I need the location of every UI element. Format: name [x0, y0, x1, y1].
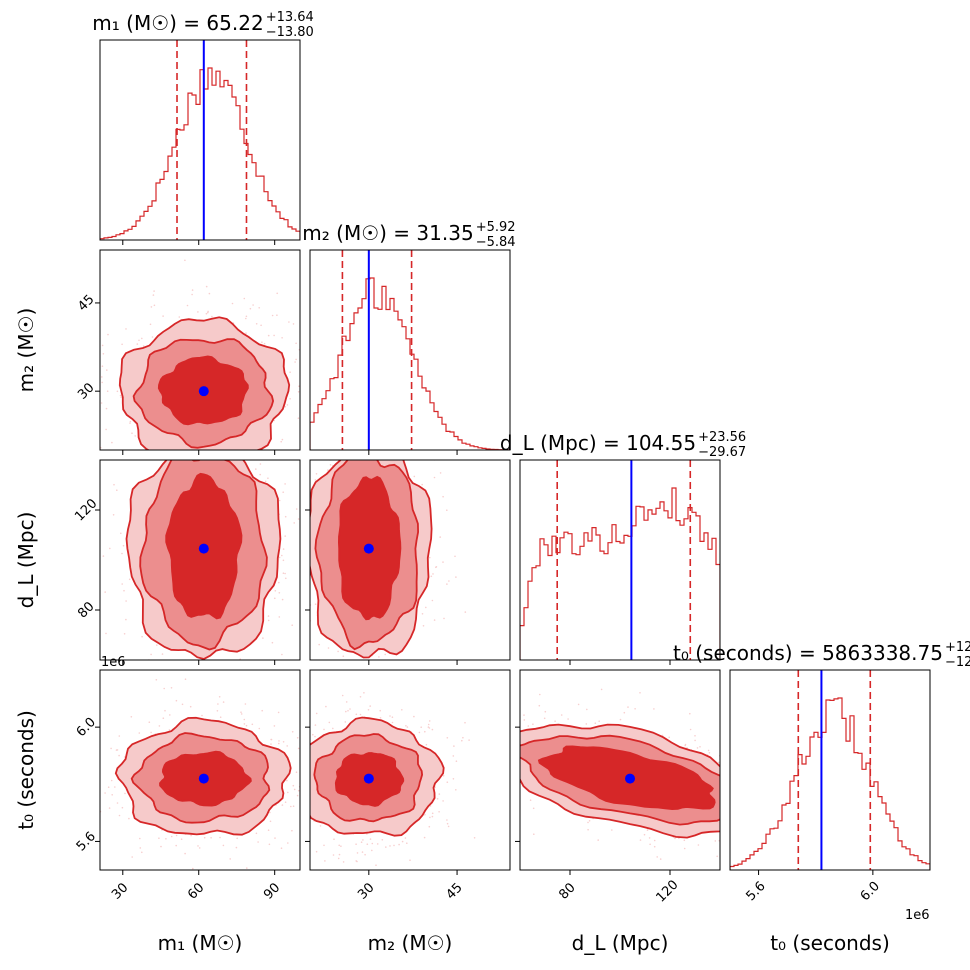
x-tick-m1: 30	[109, 880, 131, 902]
y-axis-label-m2: m₂ (M☉)	[14, 308, 38, 393]
truth-point-t0-vs-m1	[198, 773, 209, 784]
x-offset-label: 1e6	[905, 908, 930, 923]
y-offset-label: 1e6	[101, 655, 126, 670]
title-err-minus-dL: −29.67	[698, 445, 746, 460]
panel-frame	[309, 459, 511, 661]
title-err-plus-m1: +13.64	[266, 10, 314, 25]
hist-t0	[730, 670, 930, 870]
panel-frame	[519, 459, 721, 661]
truth-point-dL-vs-m1	[198, 543, 209, 554]
x-tick-t0: 5.6	[743, 879, 768, 904]
panel-frame	[309, 669, 511, 871]
truth-point-t0-vs-m2	[363, 773, 374, 784]
x-axis-label-dL: d_L (Mpc)	[572, 931, 669, 955]
title-err-minus-m2: −5.84	[476, 235, 516, 250]
truth-point-m2-vs-m1	[198, 386, 209, 397]
y-tick-dL: 80	[75, 599, 97, 621]
panel-frame	[519, 669, 721, 871]
title-err-plus-t0: +128	[945, 640, 970, 655]
hist-dL	[520, 460, 720, 660]
y-axis-label-dL: d_L (Mpc)	[14, 512, 38, 609]
title-err-minus-t0: −124	[945, 655, 970, 670]
panel-t0-vs-dL	[520, 688, 720, 860]
y-tick-t0: 5.6	[74, 829, 99, 854]
hist-m1	[100, 40, 300, 240]
x-tick-dL: 80	[556, 880, 578, 902]
hist-m2	[310, 250, 510, 450]
panel-frame	[99, 459, 301, 661]
panel-frame	[309, 249, 511, 451]
x-tick-m2: 30	[355, 880, 377, 902]
x-axis-label-m1: m₁ (M☉)	[158, 931, 243, 955]
title-m2: m₂ (M☉) = 31.35	[302, 221, 473, 245]
x-axis-label-t0: t₀ (seconds)	[770, 931, 890, 955]
truth-point-dL-vs-m2	[363, 543, 374, 554]
title-dL: d_L (Mpc) = 104.55	[500, 431, 696, 455]
panel-frame	[99, 669, 301, 871]
y-tick-m2: 30	[75, 380, 97, 402]
x-tick-m2: 45	[443, 880, 465, 902]
x-tick-m1: 90	[261, 880, 283, 902]
title-err-plus-m2: +5.92	[476, 220, 516, 235]
y-axis-label-t0: t₀ (seconds)	[14, 710, 38, 830]
truth-point-t0-vs-dL	[625, 773, 635, 784]
title-t0: t₀ (seconds) = 5863338.75	[673, 641, 943, 665]
y-tick-t0: 6.0	[74, 715, 99, 740]
panel-frame	[729, 669, 931, 871]
panel-m2-vs-m1	[100, 259, 300, 450]
panel-dL-vs-m2	[310, 460, 467, 660]
title-m1: m₁ (M☉) = 65.22	[92, 11, 263, 35]
y-tick-dL: 120	[72, 496, 100, 524]
panel-frame	[99, 249, 301, 451]
panel-dL-vs-m1	[100, 460, 300, 660]
x-axis-label-m2: m₂ (M☉)	[368, 931, 453, 955]
x-tick-t0: 6.0	[858, 879, 883, 904]
panel-frame	[99, 39, 301, 241]
x-tick-dL: 120	[653, 877, 681, 905]
x-tick-m1: 60	[185, 880, 207, 902]
title-err-plus-dL: +23.56	[698, 430, 746, 445]
title-err-minus-m1: −13.80	[266, 25, 314, 40]
y-tick-m2: 45	[75, 292, 97, 314]
